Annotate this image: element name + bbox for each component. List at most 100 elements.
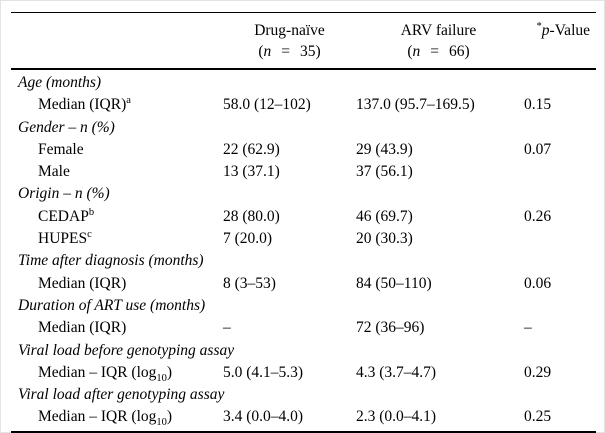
row-label: Median (IQR)a: [11, 94, 223, 116]
section-row: Gender – n (%): [11, 117, 596, 139]
header-drug-naive: Drug-naïve (n = 35): [223, 13, 356, 70]
row-label-text: Median – IQR (log: [38, 363, 157, 381]
header-empty-cell: [11, 13, 223, 70]
data-row: Median (IQR)a 58.0 (12–102) 137.0 (95.7–16…: [11, 94, 596, 116]
cell-drug-naive: 5.0 (4.1–5.3): [223, 363, 304, 381]
data-row: Median – IQR (log10) 5.0 (4.1–5.3) 4.3 (3.…: [11, 362, 596, 384]
cell-arv-failure: 4.3 (3.7–4.7): [356, 363, 437, 381]
section-row: Age (months): [11, 69, 596, 94]
cell-drug-naive: 58.0 (12–102): [223, 96, 311, 114]
cell-p-value: 0.26: [524, 207, 552, 225]
row-label-end: ): [166, 363, 173, 381]
section-label: Time after diagnosis (months): [18, 252, 204, 270]
section-label: Age (months): [18, 74, 102, 91]
data-row: CEDAPb 28 (80.0) 46 (69.7) 0.26: [11, 206, 596, 228]
header-row: Drug-naïve (n = 35) ARV failure (n = 66): [11, 13, 596, 70]
cell-arv-failure: 20 (30.3): [356, 230, 413, 248]
section-label: Duration of ART use (months): [18, 296, 206, 314]
section-label: Viral load after genotyping assay: [18, 386, 225, 404]
paren-open: (: [258, 43, 264, 60]
n-symbol: n: [412, 43, 421, 60]
table-body: Age (months) Median (IQR)a 58.0 (12–102) 13…: [11, 69, 596, 432]
cell-p-value: 0.07: [524, 140, 552, 158]
paren-open: (: [407, 43, 413, 60]
section-row: Duration of ART use (months): [11, 295, 596, 317]
data-row: Median (IQR) – 72 (36–96) –: [11, 317, 596, 339]
section-row: Viral load after genotyping assay: [11, 384, 596, 406]
data-row: Female 22 (62.9) 29 (43.9) 0.07: [11, 139, 596, 161]
cell-p-value: 0.06: [524, 274, 552, 292]
cell-drug-naive: 13 (37.1): [223, 163, 280, 181]
data-row: HUPESc 7 (20.0) 20 (30.3): [11, 228, 596, 250]
cell-arv-failure: 137.0 (95.7–169.5): [356, 96, 475, 114]
row-label: Female: [11, 139, 223, 161]
row-label: HUPESc: [11, 228, 223, 250]
row-label: Median – IQR (log10): [11, 406, 223, 431]
section-row: Time after diagnosis (months): [11, 250, 596, 272]
section-label: Gender – n (%): [18, 118, 115, 136]
cell-p-value: 0.15: [524, 96, 552, 114]
cell-p-value: [521, 161, 596, 183]
n-value: 66): [449, 43, 470, 60]
row-label-text: Median (IQR): [38, 319, 127, 337]
data-row: Median – IQR (log10) 3.4 (0.0–4.0) 2.3 (0.…: [11, 406, 596, 431]
row-label-text: Median – IQR (log: [38, 408, 157, 426]
cell-arv-failure: 2.3 (0.0–4.1): [356, 408, 437, 426]
col-title-drug-naive: Drug-naïve: [254, 22, 325, 39]
cell-p-value: –: [524, 319, 532, 337]
data-row: Median (IQR) 8 (3–53) 84 (50–110) 0.06: [11, 273, 596, 295]
table-header: Drug-naïve (n = 35) ARV failure (n = 66): [11, 13, 596, 70]
footnote-marker: b: [88, 206, 95, 218]
n-value: 35): [300, 43, 321, 60]
section-label: Origin – n (%): [18, 185, 110, 203]
footnote-marker: a: [126, 95, 131, 107]
p-symbol: p: [541, 22, 550, 39]
section-row: Origin – n (%): [11, 183, 596, 205]
equals-sign: =: [281, 43, 290, 60]
row-label-text: Female: [38, 140, 84, 158]
comparison-table: Drug-naïve (n = 35) ARV failure (n = 66): [11, 12, 596, 433]
cell-arv-failure: 84 (50–110): [356, 274, 432, 292]
cell-drug-naive: 8 (3–53): [223, 274, 276, 292]
subscript: 10: [156, 372, 167, 384]
cell-drug-naive: 22 (62.9): [223, 140, 280, 158]
section-row: Viral load before genotyping assay: [11, 340, 596, 362]
asterisk-footnote-marker: *: [536, 20, 542, 32]
footnote-marker: c: [87, 228, 92, 240]
section-label: Viral load before genotyping assay: [18, 341, 235, 359]
cell-drug-naive: 3.4 (0.0–4.0): [223, 408, 304, 426]
p-value-suffix: -Value: [549, 22, 590, 39]
row-label: Median (IQR): [11, 273, 223, 295]
cell-arv-failure: 29 (43.9): [356, 140, 413, 158]
equals-sign: =: [430, 43, 439, 60]
cell-p-value: 0.25: [524, 408, 552, 426]
col-n-drug-naive: (n = 35): [258, 41, 320, 62]
row-label-text: HUPES: [38, 230, 88, 248]
col-n-arv-failure: (n = 66): [407, 41, 469, 62]
n-symbol: n: [263, 43, 272, 60]
row-label-text: Male: [38, 163, 70, 181]
cell-arv-failure: 37 (56.1): [356, 163, 413, 181]
row-label: Male: [11, 161, 223, 183]
cell-drug-naive: 28 (80.0): [223, 207, 280, 225]
col-title-arv-failure: ARV failure: [400, 22, 477, 39]
cell-arv-failure: 46 (69.7): [356, 207, 413, 225]
paper-table: Drug-naïve (n = 35) ARV failure (n = 66): [11, 12, 596, 433]
cell-p-value: [521, 228, 596, 250]
cell-p-value: 0.29: [524, 363, 552, 381]
header-arv-failure: ARV failure (n = 66): [356, 13, 521, 70]
data-row: Male 13 (37.1) 37 (56.1): [11, 161, 596, 183]
subscript: 10: [156, 417, 167, 429]
row-label-text: CEDAP: [38, 207, 89, 225]
row-label-text: Median (IQR): [38, 96, 127, 114]
row-label-text: Median (IQR): [38, 274, 127, 292]
cell-arv-failure: 72 (36–96): [356, 319, 425, 337]
row-label: Median – IQR (log10): [11, 362, 223, 384]
row-label: Median (IQR): [11, 317, 223, 339]
row-label-end: ): [166, 408, 173, 426]
header-p-value: *p-Value: [521, 13, 596, 70]
row-label: CEDAPb: [11, 206, 223, 228]
cell-drug-naive: –: [223, 319, 231, 337]
cell-drug-naive: 7 (20.0): [223, 230, 273, 248]
